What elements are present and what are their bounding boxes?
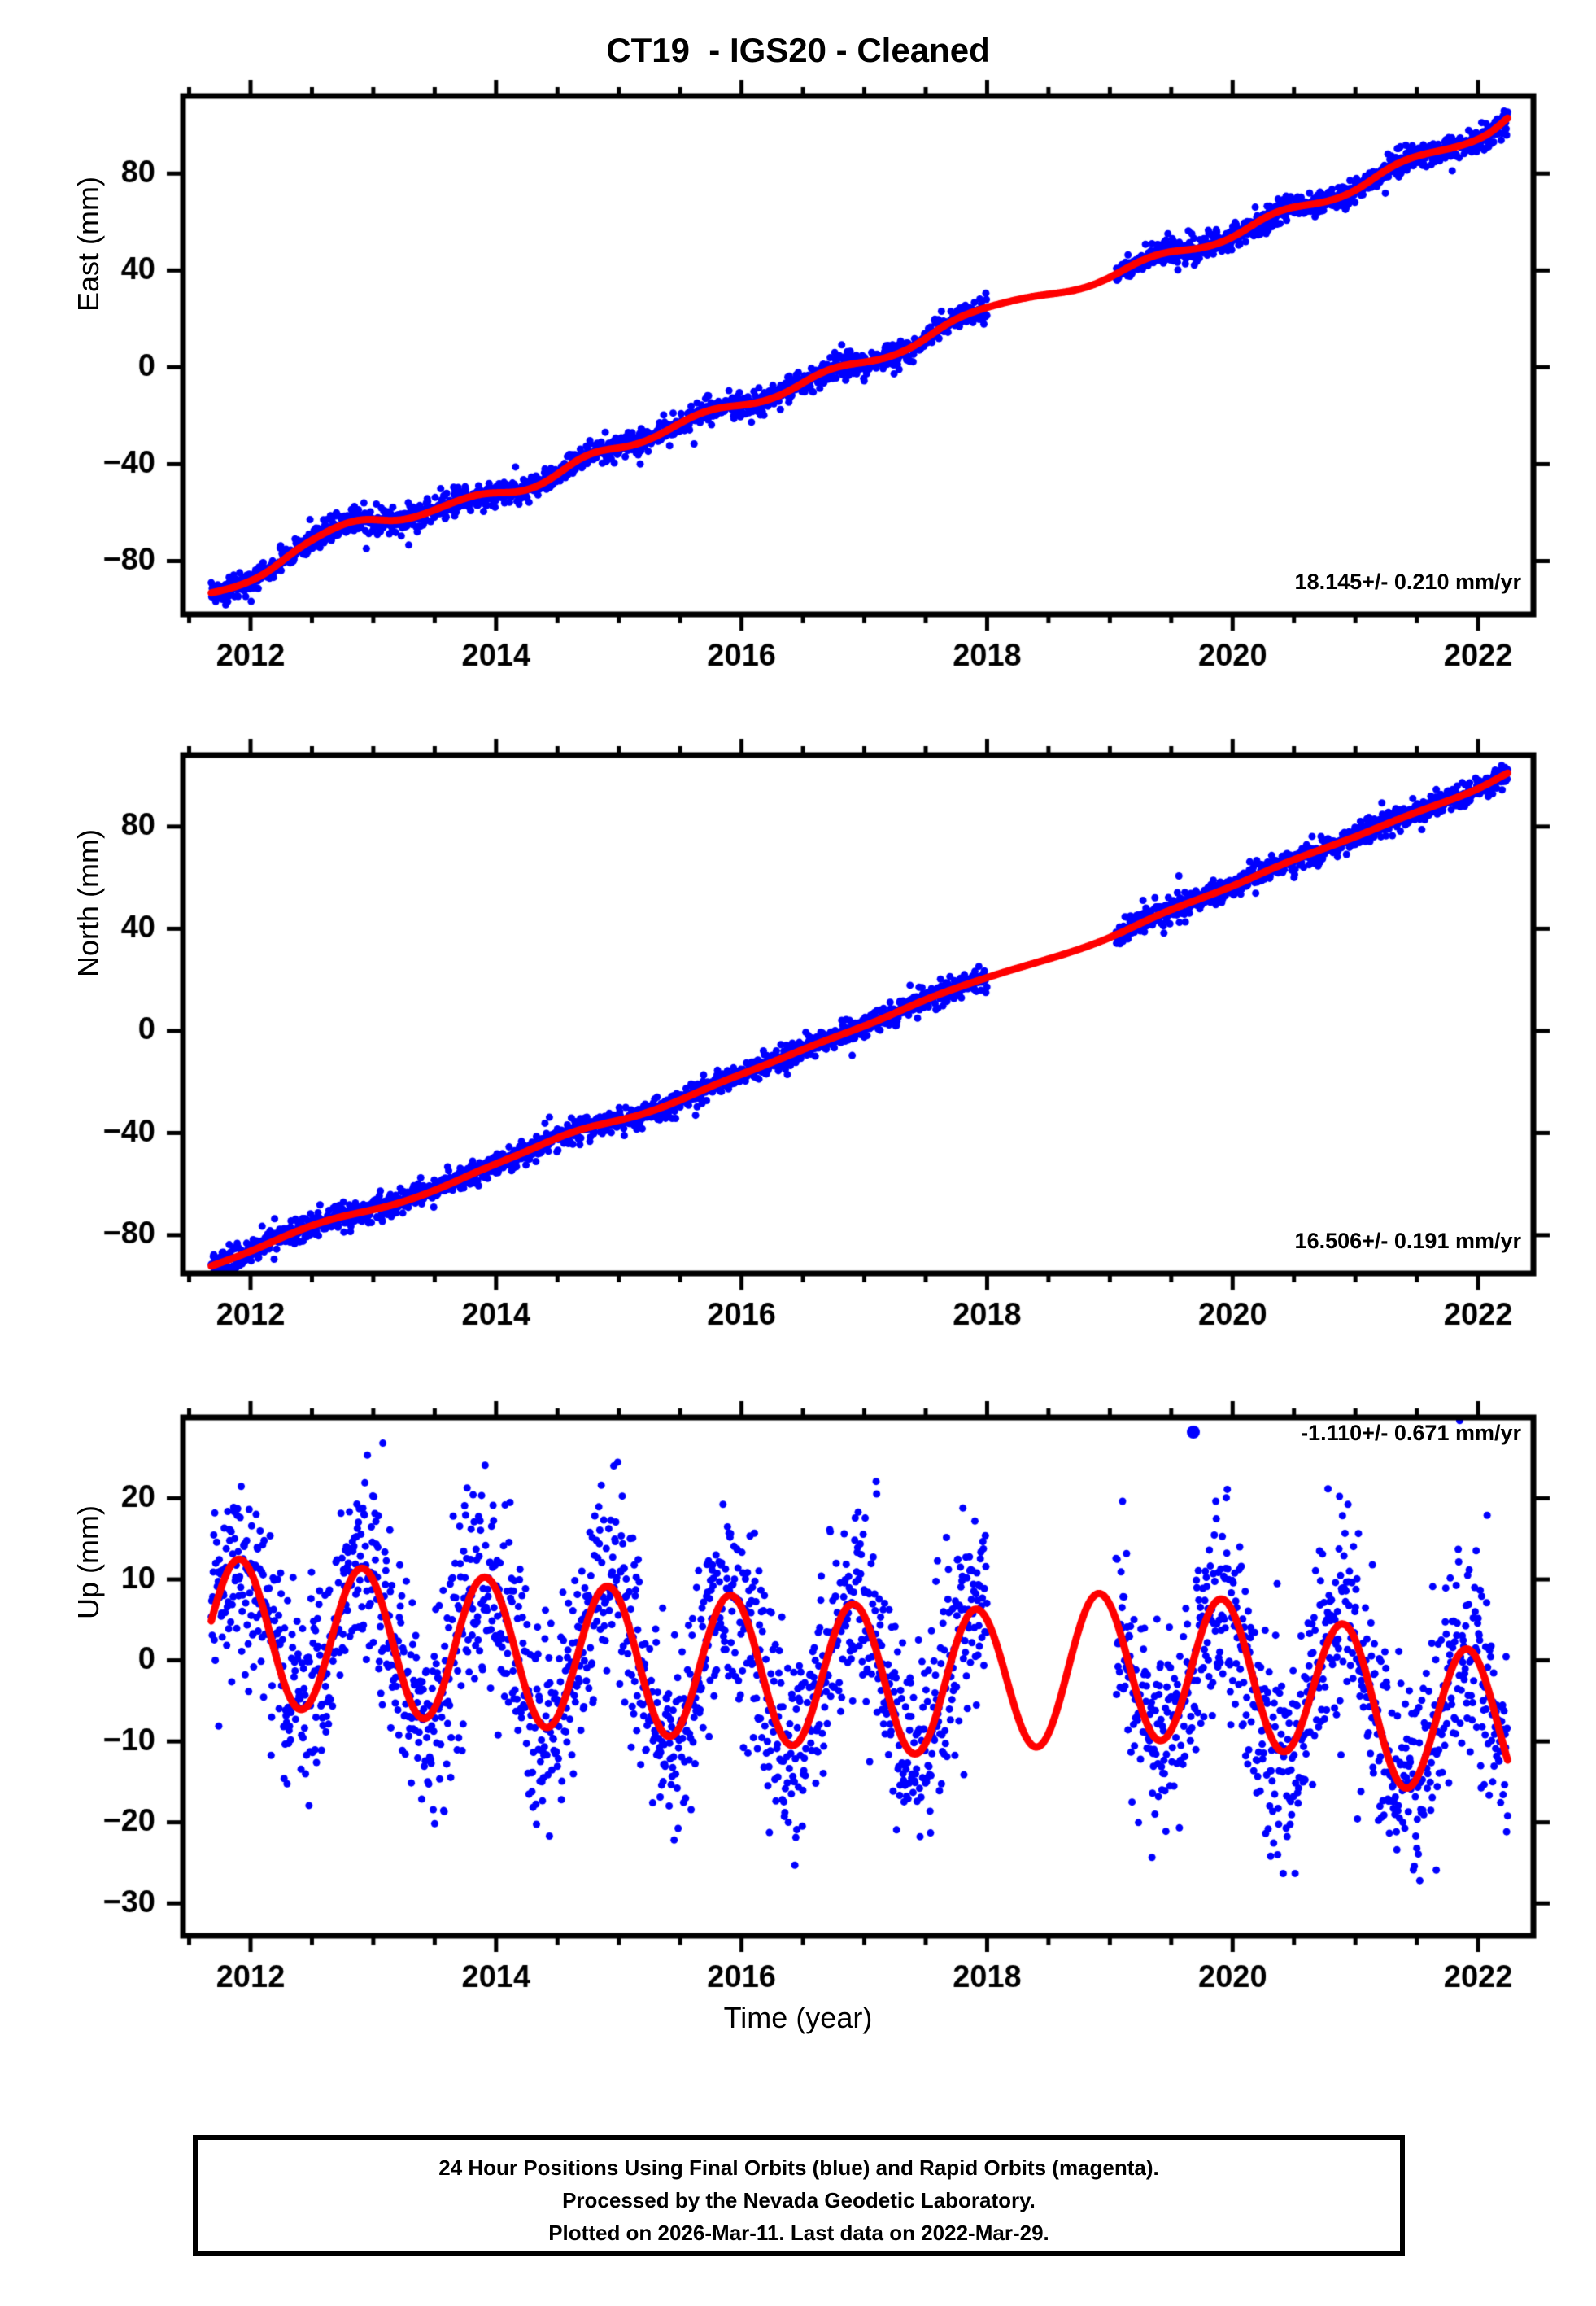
up-axis-label: Up (mm): [72, 1505, 105, 1619]
page-title: CT19 - IGS20 - Cleaned: [606, 31, 990, 69]
x-axis-label: Time (year): [723, 2001, 873, 2034]
north-rate-annotation: 16.506+/- 0.191 mm/yr: [1294, 1229, 1521, 1253]
footer-line-dates: Plotted on 2026-Mar-11. Last data on 202…: [548, 2221, 1049, 2245]
east-rate-annotation: 18.145+/- 0.210 mm/yr: [1294, 570, 1521, 594]
up-rate-annotation: -1.110+/- 0.671 mm/yr: [1301, 1421, 1521, 1445]
east-axis-label: East (mm): [72, 177, 105, 312]
footer-caption-box: 24 Hour Positions Using Final Orbits (bl…: [193, 2135, 1405, 2256]
footer-line-orbits: 24 Hour Positions Using Final Orbits (bl…: [438, 2155, 1159, 2180]
footer-line-processor: Processed by the Nevada Geodetic Laborat…: [562, 2188, 1036, 2212]
north-axis-label: North (mm): [72, 829, 105, 977]
